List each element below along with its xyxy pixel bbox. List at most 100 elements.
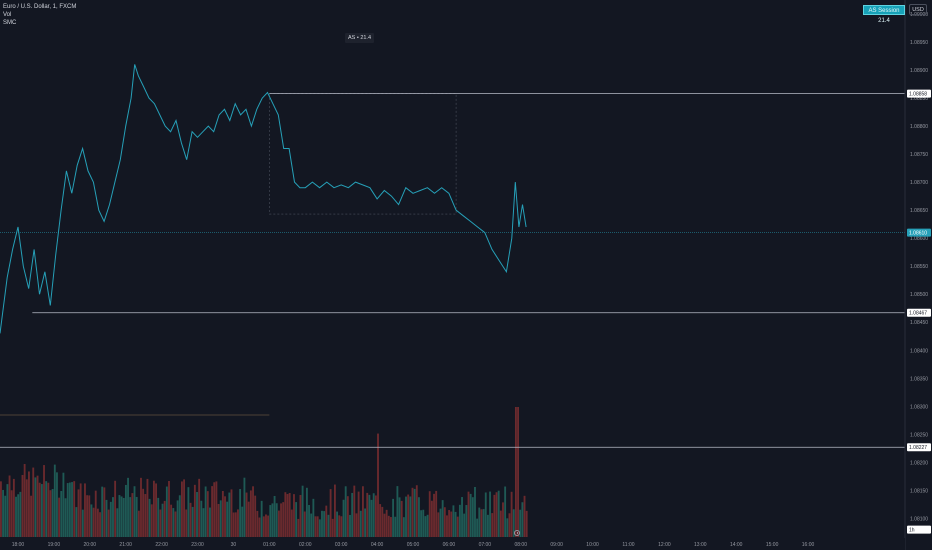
volume-bar — [94, 490, 97, 537]
volume-bar — [202, 508, 205, 537]
symbol-title[interactable]: Euro / U.S. Dollar, 1, FXCM — [3, 4, 77, 10]
volume-bar — [359, 510, 362, 537]
clock-icon[interactable] — [514, 530, 520, 536]
volume-bar — [6, 484, 9, 537]
volume-bar — [4, 495, 7, 537]
volume-bar — [355, 513, 358, 537]
volume-bar — [493, 494, 496, 537]
volume-bar — [506, 518, 509, 537]
time-tick-label: 02:00 — [299, 542, 312, 548]
volume-bar — [411, 487, 414, 537]
volume-bar — [237, 509, 239, 537]
volume-bar — [79, 483, 82, 537]
volume-bar — [338, 515, 341, 537]
volume-bar — [461, 497, 463, 537]
volume-bar — [142, 488, 145, 537]
price-tick-label: 1.08850 — [910, 96, 928, 102]
volume-bar — [148, 498, 151, 537]
price-tick-label: 1.08250 — [910, 432, 928, 438]
volume-bar — [137, 510, 140, 537]
volume-bar — [178, 495, 181, 537]
price-marker-badge — [907, 443, 931, 452]
volume-bar — [482, 509, 485, 537]
volume-bar — [101, 486, 104, 537]
volume-bar — [456, 516, 459, 537]
volume-bar — [133, 486, 136, 537]
price-tick-label: 1.09000 — [910, 12, 928, 18]
volume-bar — [198, 478, 201, 537]
volume-bar — [84, 483, 86, 537]
volume-bar — [428, 491, 431, 537]
volume-bar — [430, 500, 433, 537]
volume-bar — [297, 518, 300, 537]
volume-bar — [295, 502, 298, 537]
smc-indicator-label[interactable]: SMC — [3, 20, 17, 26]
volume-bar — [122, 497, 125, 537]
volume-bar — [131, 493, 134, 537]
time-tick-label: 09:00 — [550, 542, 563, 548]
volume-bar — [262, 516, 265, 537]
volume-bar — [318, 519, 321, 537]
volume-bar — [86, 495, 89, 537]
volume-bar — [12, 478, 15, 537]
volume-bar — [443, 507, 446, 537]
price-tick-label: 1.08700 — [910, 180, 928, 186]
volume-bar — [426, 514, 429, 537]
time-tick-label: 20:00 — [84, 542, 97, 548]
volume-bar — [286, 494, 289, 537]
volume-bar — [189, 502, 192, 537]
volume-bar — [312, 498, 315, 537]
volume-bar — [256, 510, 259, 537]
volume-bar — [372, 493, 375, 537]
volume-bar — [521, 502, 524, 537]
volume-bar — [112, 497, 114, 537]
volume-bar — [211, 486, 214, 537]
volume-bar — [99, 512, 101, 537]
price-marker-badge — [907, 228, 931, 237]
volume-bar — [491, 513, 494, 537]
volume-bar — [439, 508, 442, 537]
volume-bar — [381, 506, 384, 537]
volume-bar — [66, 483, 69, 537]
time-tick-label: 16:00 — [802, 542, 815, 548]
volume-bar — [176, 500, 179, 537]
volume-bar — [163, 500, 166, 537]
volume-bar — [215, 481, 218, 537]
volume-bar — [392, 498, 395, 537]
volume-bar — [474, 486, 476, 537]
volume-bar — [450, 511, 453, 537]
volume-bar — [258, 517, 261, 537]
volume-bar — [344, 486, 347, 537]
volume-bar — [21, 474, 24, 537]
price-tick-label: 1.08500 — [910, 292, 928, 298]
volume-bar — [241, 506, 244, 537]
volume-bar — [118, 495, 121, 537]
volume-bar — [353, 485, 356, 537]
volume-bar — [168, 480, 170, 537]
volume-bar — [53, 464, 56, 537]
volume-bar — [187, 487, 190, 537]
volume-bar — [415, 485, 418, 537]
volume-bar — [150, 504, 153, 537]
volume-bar — [402, 517, 405, 537]
currency-button[interactable]: USD — [909, 4, 927, 15]
volume-bar — [105, 499, 108, 537]
volume-bar — [181, 481, 183, 537]
time-axis-background — [0, 538, 905, 550]
volume-bar — [314, 516, 317, 537]
volume-bar — [127, 477, 129, 537]
session-badge[interactable]: AS Session 21.4 — [863, 5, 905, 24]
volume-bar — [422, 509, 425, 537]
volume-indicator-label[interactable]: Vol — [3, 12, 12, 18]
volume-bar — [336, 511, 338, 537]
volume-bar — [424, 516, 427, 537]
volume-bar — [196, 492, 198, 537]
volume-bar — [364, 508, 367, 537]
volume-bar — [495, 492, 498, 537]
volume-bar — [280, 503, 282, 537]
session-annotation[interactable]: AS • 21.4 — [345, 33, 375, 43]
volume-bar — [441, 500, 444, 537]
volume-bar — [398, 497, 401, 537]
